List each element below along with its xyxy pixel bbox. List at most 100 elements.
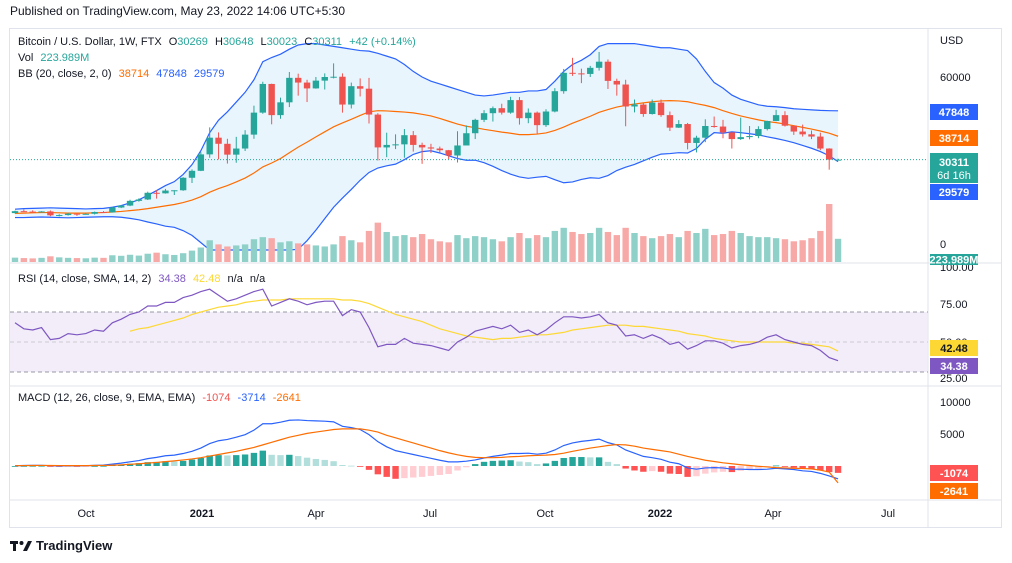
macd-histogram-bar xyxy=(233,455,240,466)
macd-histogram-bar xyxy=(808,466,815,470)
candle-body xyxy=(666,115,674,128)
volume-bar xyxy=(764,237,771,262)
volume-bar xyxy=(135,255,143,262)
macd-line xyxy=(14,419,839,480)
macd-histogram-bar xyxy=(47,466,54,467)
candle-body xyxy=(303,82,311,89)
volume-bar xyxy=(73,258,81,262)
volume-bar xyxy=(47,256,54,262)
rsi-na2: n/a xyxy=(249,273,266,285)
volume-bar xyxy=(109,255,116,262)
macd-histogram-bar xyxy=(710,466,718,473)
candle-body xyxy=(418,144,426,148)
macd-histogram-bar xyxy=(330,461,337,466)
candle-body xyxy=(20,211,28,213)
candle-body xyxy=(383,144,390,148)
candle-body xyxy=(808,134,815,137)
candle-body xyxy=(631,104,638,107)
macd-tick-label: 10000 xyxy=(940,397,971,409)
volume-bar xyxy=(587,233,594,262)
candle-body xyxy=(587,67,594,74)
candle-body xyxy=(197,154,205,171)
volume-bar xyxy=(507,237,514,262)
bb-label[interactable]: BB (20, close, 2, 0) xyxy=(18,68,112,80)
volume-bar xyxy=(56,257,63,262)
time-axis-label: Jul xyxy=(423,508,437,520)
footer-brand[interactable]: TradingView xyxy=(36,538,113,553)
currency-label: USD xyxy=(940,35,963,47)
candle-body xyxy=(109,207,116,213)
macd-histogram-bar xyxy=(286,454,293,466)
countdown-badge: 6d 16h xyxy=(937,170,971,182)
candle-body xyxy=(171,190,178,192)
volume-bar xyxy=(560,227,567,262)
candle-body xyxy=(330,76,337,78)
macd-histogram-bar xyxy=(268,454,275,466)
macd-histogram-bar xyxy=(312,458,320,466)
volume-bar xyxy=(179,253,187,262)
change-value: +42 (+0.14%) xyxy=(349,36,416,48)
volume-bar xyxy=(781,239,789,262)
volume-bar xyxy=(153,252,160,262)
close-label: C xyxy=(304,36,313,48)
macd-signal-line xyxy=(14,428,839,484)
candle-body xyxy=(525,112,532,119)
macd-histogram-bar xyxy=(418,466,426,477)
volume-bar xyxy=(162,254,169,262)
volume-bar xyxy=(339,236,346,262)
bb-lower-badge: 29579 xyxy=(939,187,970,199)
macd-signal-value: -2641 xyxy=(272,392,301,404)
candle-body xyxy=(73,213,81,215)
volume-bar xyxy=(675,237,682,262)
rsi-ma-badge: 42.48 xyxy=(940,343,968,355)
macd-histogram-bar xyxy=(693,466,700,477)
volume-bar xyxy=(11,257,19,262)
candle-body xyxy=(241,134,249,149)
volume-bar xyxy=(374,222,382,262)
rsi-tick-label: 25.00 xyxy=(940,373,968,385)
macd-histogram-bar xyxy=(383,466,390,477)
symbol-title[interactable]: Bitcoin / U.S. Dollar, 1W, FTX xyxy=(18,36,162,48)
low-value: 30023 xyxy=(266,36,298,48)
volume-bar xyxy=(737,233,744,262)
candle-body xyxy=(47,211,54,216)
volume-bar xyxy=(649,238,656,262)
candle-body xyxy=(82,213,89,215)
macd-histogram-bar xyxy=(215,455,222,466)
macd-histogram-bar xyxy=(179,460,187,466)
volume-bar xyxy=(38,257,45,262)
candle-body xyxy=(755,129,762,137)
candle-body xyxy=(533,112,541,126)
macd-histogram-bar xyxy=(533,464,541,466)
candle-body xyxy=(126,200,134,206)
vol-legend: Vol 223.989M xyxy=(18,52,93,64)
macd-histogram-bar xyxy=(29,465,36,467)
candle-body xyxy=(649,102,656,115)
bb-legend: BB (20, close, 2, 0) 38714 47848 29579 xyxy=(18,68,229,80)
volume-bar xyxy=(631,233,638,262)
vol-value: 223.989M xyxy=(40,52,90,64)
volume-bar xyxy=(702,228,709,262)
macd-histogram-bar xyxy=(224,455,231,466)
volume-bar xyxy=(489,239,497,262)
vol-label[interactable]: Vol xyxy=(18,52,34,64)
bb-basis-badge-bg xyxy=(930,130,978,146)
candle-body xyxy=(480,113,488,120)
rsi-badge-bg xyxy=(930,358,978,374)
macd-histogram-bar xyxy=(631,466,638,471)
volume-bar xyxy=(525,238,532,262)
time-axis-label: Oct xyxy=(77,508,94,520)
candle-body xyxy=(551,91,559,112)
macd-histogram-bar xyxy=(144,462,151,466)
macd-histogram-bar xyxy=(454,466,461,471)
candle-body xyxy=(188,170,196,178)
candle-body xyxy=(781,115,789,126)
volume-bar xyxy=(188,250,196,262)
macd-label[interactable]: MACD (12, 26, close, 9, EMA, EMA) xyxy=(18,392,196,404)
rsi-label[interactable]: RSI (14, close, SMA, 14, 2) xyxy=(18,273,152,285)
candle-body xyxy=(135,199,143,201)
volume-bar xyxy=(295,243,302,262)
rsi-ma-line xyxy=(129,298,839,352)
macd-histogram-bar xyxy=(250,452,258,466)
